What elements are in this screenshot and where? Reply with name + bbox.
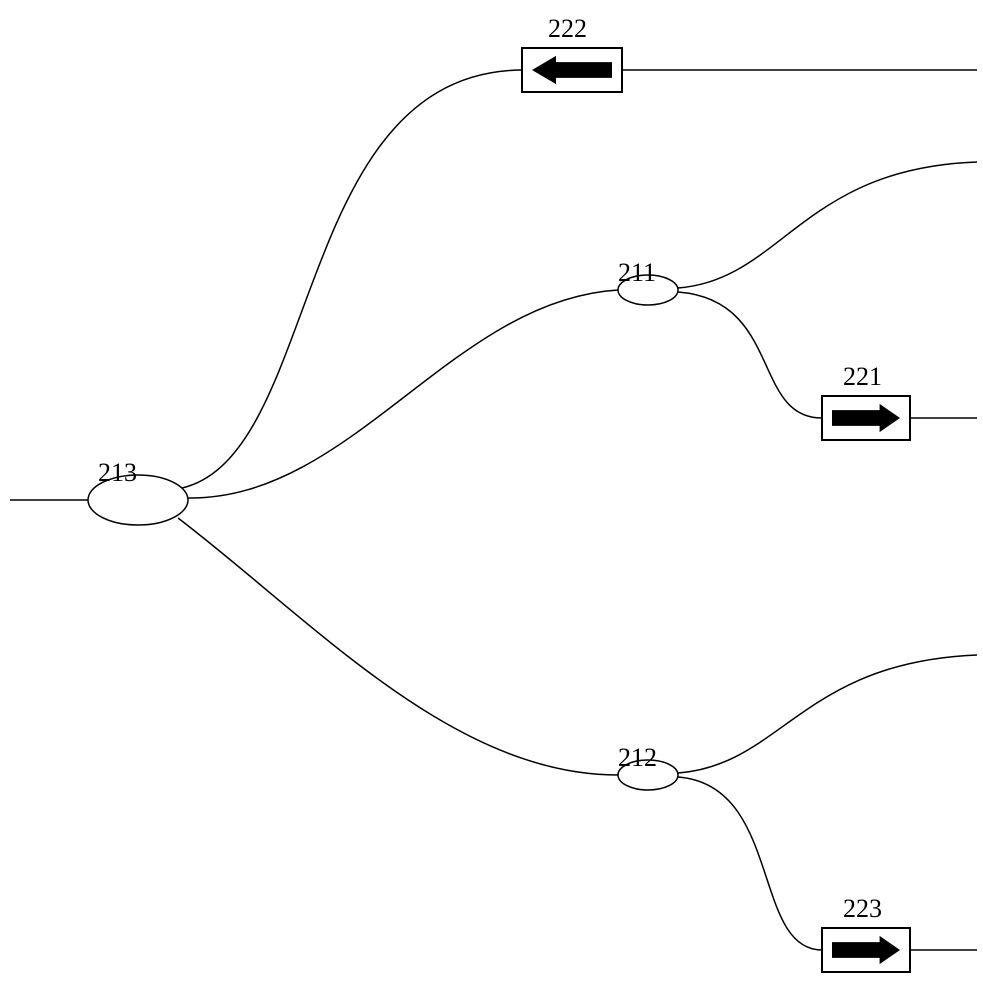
edge-n213-to-n211 (188, 290, 618, 498)
label-n212: 212 (618, 743, 657, 773)
edge-n212-to-a223 (678, 777, 822, 950)
edge-n213-to-top (182, 70, 522, 488)
label-n211: 211 (618, 258, 656, 288)
edge-n212-to-br-top (678, 655, 977, 773)
edge-n211-to-tr (678, 162, 977, 288)
label-n213: 213 (98, 458, 137, 488)
edge-n213-to-n212 (178, 518, 618, 775)
label-a223: 223 (843, 894, 882, 924)
edge-n211-to-a221 (678, 292, 822, 418)
label-a222: 222 (548, 14, 587, 44)
label-a221: 221 (843, 362, 882, 392)
